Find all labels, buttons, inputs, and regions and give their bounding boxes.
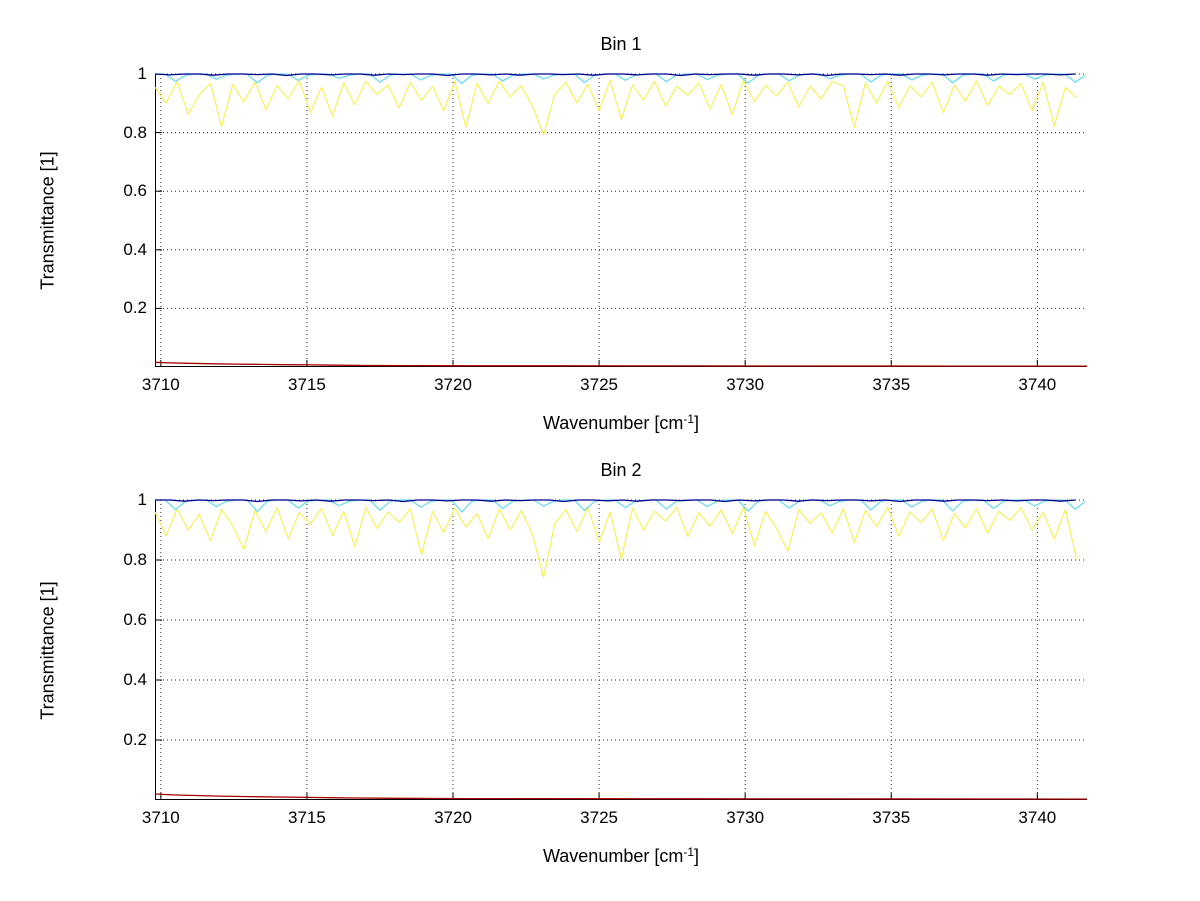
bin2-title: Bin 2 [600,460,642,480]
x-tick-label: 3740 [1018,808,1057,827]
x-tick-label: 3735 [872,808,911,827]
series-dark_blue-line [155,499,1076,503]
y-tick-label: 0.2 [123,298,147,318]
x-tick-label: 3725 [580,375,618,394]
bin2-xlabel-exponent: -1 [683,845,695,859]
bin2-ylabel-text: Transmittance [1] [37,580,58,720]
bin2-ylabel: Transmittance [1] [30,500,66,800]
bin2-xlabel: Wavenumber [cm-1] [155,841,1087,867]
series-cyan-line [155,499,1086,513]
x-tick-label: 3715 [288,808,326,827]
bin1-ylabel-text: Transmittance [1] [37,151,58,290]
x-tick-label: 3740 [1018,375,1057,394]
series-dark_red-line [154,361,1087,367]
plot-canvas [154,73,1087,367]
x-tick-label: 3720 [434,808,472,827]
bin1-xlabel-exponent: -1 [683,412,695,426]
series-dark_blue-line [154,73,1076,77]
y-tick-label: 0.2 [123,730,147,749]
y-tick-label: 0.6 [123,610,147,629]
y-tick-label: 1 [137,64,147,83]
bin1-xlabel-prefix: Wavenumber [cm [542,413,684,433]
series-yellow-line [154,79,1077,136]
x-tick-label: 3710 [141,375,180,394]
y-tick-label: 0.4 [123,670,147,689]
y-tick-label: 0.8 [123,550,147,569]
bin2-xlabel-prefix: Wavenumber [cm [542,846,684,866]
bin1-chart: Bin 1 Transmittance [1] Wavenumber [cm-1… [38,34,1087,433]
bin1-ylabel: Transmittance [1] [30,74,66,367]
x-tick-label: 3720 [434,375,472,394]
bin2-chart: Bin 2 Transmittance [1] Wavenumber [cm-1… [38,460,1088,866]
bin2-xlabel-suffix: ] [694,846,700,866]
y-tick-label: 0.4 [123,239,147,259]
x-tick-label: 3710 [141,808,180,827]
x-tick-label: 3730 [726,375,765,394]
bin1-xlabel: Wavenumber [cm-1] [155,408,1087,434]
series-yellow-line [154,506,1078,578]
y-tick-label: 1 [137,490,147,509]
y-tick-label: 0.6 [123,181,147,201]
series-dark_red-line [154,793,1088,800]
x-tick-label: 3715 [288,375,326,394]
x-tick-label: 3735 [872,375,911,394]
x-tick-label: 3730 [726,808,765,827]
y-tick-label: 0.8 [123,122,147,142]
bin1-title: Bin 1 [600,34,642,54]
plot-canvas [154,499,1088,800]
bin1-xlabel-suffix: ] [694,413,700,433]
x-tick-label: 3725 [580,808,618,827]
